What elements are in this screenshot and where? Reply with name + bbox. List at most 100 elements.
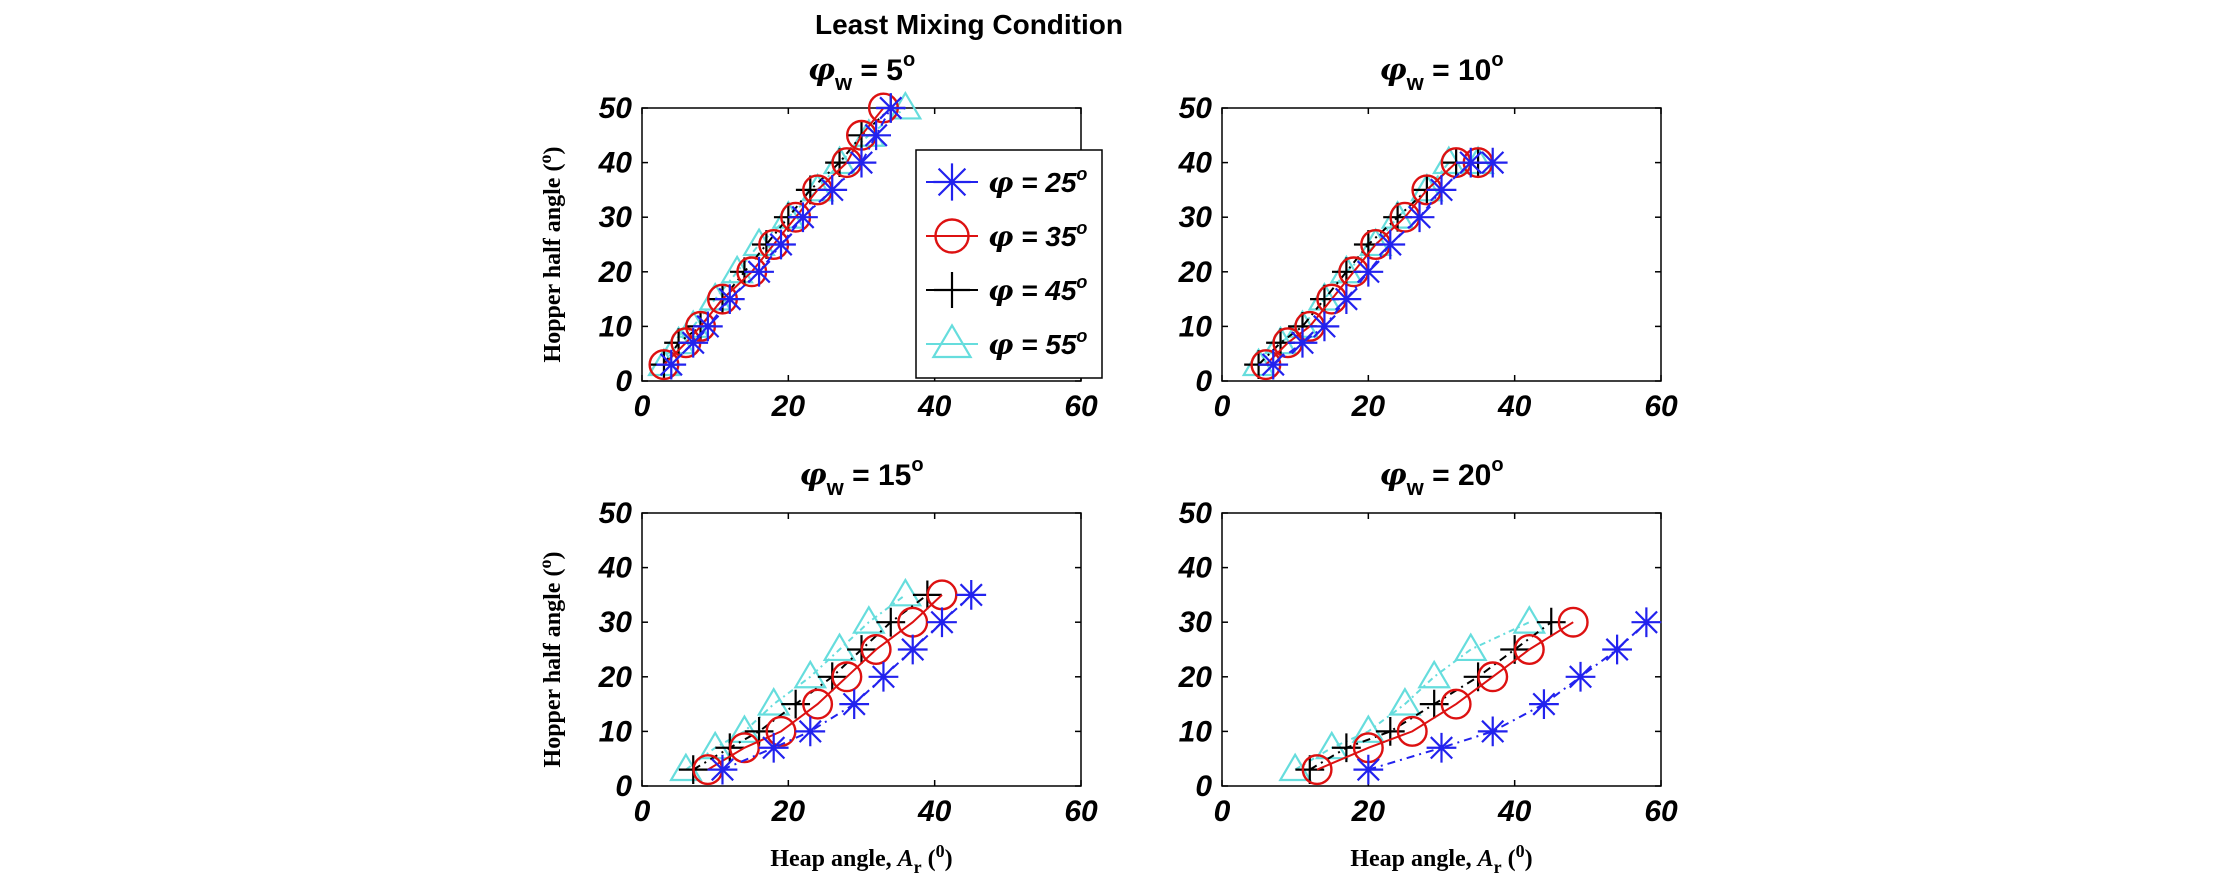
y-tick-label: 0 — [1195, 365, 1212, 398]
figure: Least Mixing Condition 0 20 40 60 0 10 20 30 40 5… — [0, 0, 2213, 886]
y-tick-label: 10 — [1179, 310, 1213, 343]
data-point — [744, 257, 774, 287]
data-point — [1427, 175, 1457, 205]
figure-title: Least Mixing Condition — [815, 9, 1123, 40]
y-tick-label: 40 — [598, 147, 633, 180]
legend-label: φ = 45o — [988, 272, 1087, 307]
x-tick-label: 20 — [1351, 795, 1386, 828]
data-point — [1317, 733, 1347, 758]
data-point — [795, 662, 825, 687]
x-tick-label: 0 — [1214, 795, 1231, 828]
data-point — [795, 717, 825, 747]
panel-title: φw = 5o — [808, 49, 915, 95]
series-line — [1273, 163, 1493, 365]
data-point — [861, 120, 891, 150]
x-tick-label: 60 — [1064, 390, 1098, 423]
series-line — [1295, 622, 1529, 769]
x-tick-label: 40 — [1497, 795, 1532, 828]
y-tick-label: 50 — [1179, 497, 1213, 530]
data-point — [854, 607, 884, 632]
y-tick-label: 50 — [599, 497, 633, 530]
data-point — [898, 635, 928, 665]
panel-1: 0 20 40 60 0 10 20 30 40 50 φw = 5o Hopper half ang… — [535, 49, 1102, 423]
data-point — [839, 689, 869, 719]
data-point — [891, 580, 921, 605]
legend: φ = 25o φ = 35o φ = 45o φ = 55o — [916, 150, 1102, 378]
x-axis-label: Heap angle, Ar (0) — [1350, 841, 1532, 877]
x-tick-label: 20 — [1351, 390, 1386, 423]
y-axis-label: Hopper half angle (o) — [535, 552, 566, 768]
y-tick-label: 10 — [599, 310, 633, 343]
data-point — [700, 733, 730, 758]
data-point — [708, 755, 738, 785]
panel-title: φw = 20o — [1379, 454, 1503, 500]
series-phi-35 — [1252, 148, 1493, 379]
y-tick-label: 30 — [599, 201, 633, 234]
panel-4: 0 20 40 6001020304050φw = 20oHeap angle, Ar… — [1178, 454, 1678, 877]
data-point — [1478, 148, 1508, 178]
legend-label: φ = 35o — [988, 218, 1087, 253]
y-tick-label: 30 — [599, 606, 633, 639]
y-tick-label: 10 — [1179, 715, 1213, 748]
data-point — [693, 312, 723, 342]
legend-marker — [933, 163, 970, 200]
legend-label: φ = 25o — [988, 164, 1087, 199]
data-point — [1353, 257, 1383, 287]
panel-3: 0 20 40 6001020304050φw = 15oHopper half an… — [535, 454, 1098, 877]
data-point — [1332, 284, 1362, 314]
data-point — [1456, 635, 1486, 660]
y-tick-label: 30 — [1179, 606, 1213, 639]
x-tick-label: 40 — [917, 795, 952, 828]
y-tick-label: 0 — [1195, 770, 1212, 803]
panel-title: φw = 10o — [1379, 49, 1503, 95]
data-point — [759, 733, 789, 763]
y-tick-label: 20 — [598, 256, 633, 289]
data-point — [1602, 635, 1632, 665]
y-tick-label: 50 — [1179, 92, 1213, 125]
data-point — [788, 202, 818, 232]
data-point — [1529, 689, 1559, 719]
legend-label: φ = 55o — [988, 326, 1087, 361]
data-point — [715, 284, 745, 314]
series-line — [686, 595, 906, 770]
series-phi-55 — [1280, 607, 1544, 780]
data-point — [847, 148, 877, 178]
data-point — [766, 230, 796, 260]
y-tick-label: 40 — [598, 552, 633, 585]
series-line — [708, 595, 942, 770]
x-tick-label: 20 — [771, 390, 806, 423]
series-phi-25 — [1258, 148, 1507, 380]
y-tick-label: 20 — [1178, 661, 1213, 694]
data-point — [1566, 662, 1596, 692]
y-tick-label: 10 — [599, 715, 633, 748]
data-point — [1419, 662, 1449, 687]
data-point — [1288, 328, 1318, 358]
series-phi-25 — [1353, 607, 1661, 784]
y-tick-label: 0 — [615, 770, 632, 803]
x-tick-label: 0 — [634, 390, 651, 423]
panel-2: 0 20 40 60 0 10 20 30 40 50 φw = 10o — [1178, 49, 1678, 423]
x-tick-label: 0 — [634, 795, 651, 828]
x-tick-label: 40 — [1497, 390, 1532, 423]
y-tick-label: 50 — [599, 92, 633, 125]
y-tick-label: 40 — [1178, 147, 1213, 180]
x-tick-label: 20 — [771, 795, 806, 828]
data-point — [1631, 607, 1661, 637]
data-point — [1478, 717, 1508, 747]
y-axis-label: Hopper half angle (o) — [535, 147, 566, 363]
data-point — [1405, 202, 1435, 232]
y-tick-label: 0 — [615, 365, 632, 398]
data-point — [1514, 607, 1544, 632]
y-tick-label: 40 — [1178, 552, 1213, 585]
y-tick-label: 20 — [598, 661, 633, 694]
data-point — [817, 175, 847, 205]
data-point — [678, 328, 708, 358]
data-point — [825, 635, 855, 660]
data-point — [656, 350, 686, 380]
y-tick-label: 30 — [1179, 201, 1213, 234]
x-axis-label: Heap angle, Ar (0) — [770, 841, 952, 877]
x-tick-label: 40 — [917, 390, 952, 423]
data-point — [1353, 755, 1383, 785]
data-point — [1427, 733, 1457, 763]
data-point — [927, 607, 957, 637]
